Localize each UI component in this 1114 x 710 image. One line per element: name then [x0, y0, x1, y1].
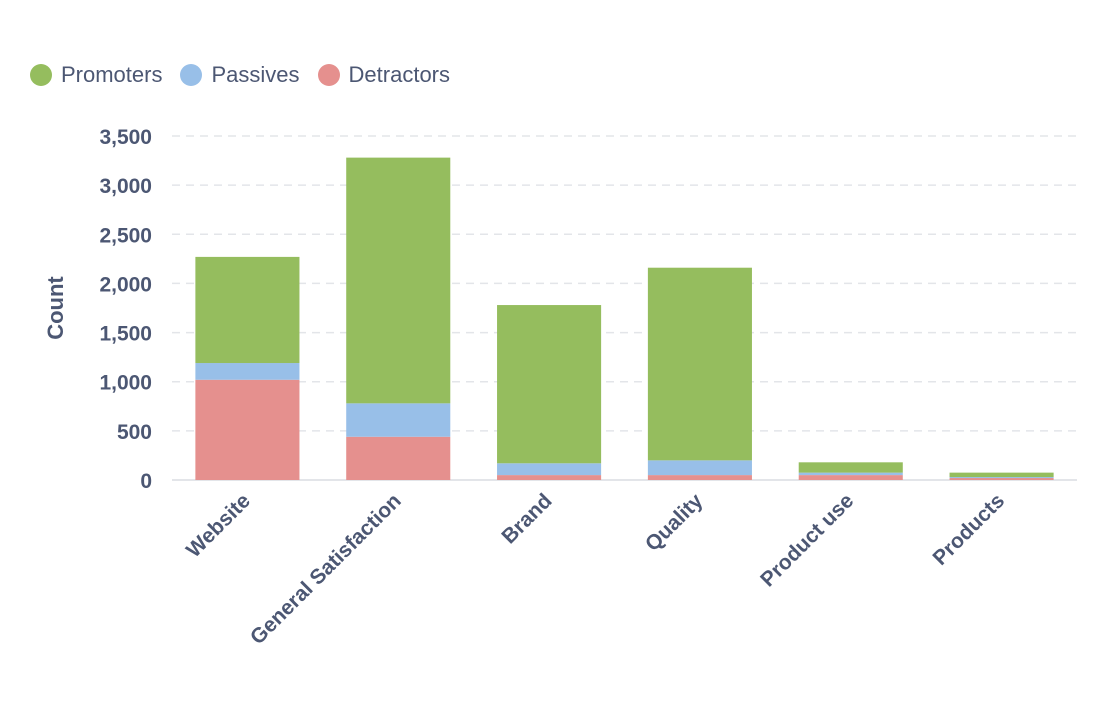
bars [195, 157, 1054, 480]
chart-legend: Promoters Passives Detractors [30, 62, 468, 88]
y-axis-ticks: 0 500 1,000 1,500 2,000 2,500 3,000 3,500 [99, 126, 152, 493]
bar-detractors-quality[interactable] [647, 475, 752, 480]
bar-promoters-quality[interactable] [647, 267, 752, 461]
bar-passives-product-use[interactable] [798, 472, 903, 476]
y-axis-title: Count [43, 276, 68, 340]
y-tick-label: 1,000 [99, 372, 152, 395]
y-tick-label: 3,000 [99, 175, 152, 198]
legend-label-passives: Passives [211, 62, 300, 87]
legend-swatch-detractors [317, 64, 340, 86]
legend-item-passives[interactable]: Passives [180, 62, 300, 88]
gridlines [172, 135, 1077, 481]
x-tick-label: Product use [756, 489, 858, 591]
legend-label-detractors: Detractors [348, 62, 451, 87]
legend-swatch-passives [180, 64, 203, 86]
bar-passives-general-satisfaction[interactable] [346, 403, 451, 437]
x-tick-label: Website [182, 489, 255, 562]
legend-item-promoters[interactable]: Promoters [30, 62, 162, 88]
bar-passives-website[interactable] [195, 363, 300, 380]
bar-promoters-website[interactable] [195, 256, 300, 364]
bar-promoters-brand[interactable] [497, 305, 602, 464]
legend-item-detractors[interactable]: Detractors [317, 62, 451, 88]
y-tick-label: 0 [140, 470, 152, 493]
y-tick-label: 3,500 [99, 126, 152, 149]
x-tick-label: Products [928, 489, 1009, 570]
y-tick-label: 2,500 [99, 224, 152, 247]
y-tick-label: 1,500 [99, 323, 152, 346]
bar-promoters-product-use[interactable] [798, 462, 903, 473]
legend-label-promoters: Promoters [61, 62, 163, 87]
bar-detractors-brand[interactable] [497, 475, 602, 480]
bar-detractors-products[interactable] [949, 478, 1054, 480]
x-tick-label: Brand [497, 489, 556, 548]
bar-promoters-products[interactable] [949, 472, 1054, 478]
x-tick-label: Quality [641, 489, 708, 556]
x-tick-label: General Satisfaction [246, 489, 406, 649]
bar-passives-products[interactable] [949, 477, 1054, 479]
bar-detractors-general-satisfaction[interactable] [346, 436, 451, 480]
bar-detractors-website[interactable] [195, 379, 300, 480]
bar-promoters-general-satisfaction[interactable] [346, 157, 451, 404]
bar-detractors-product-use[interactable] [798, 475, 903, 480]
legend-swatch-promoters [30, 64, 52, 86]
bar-passives-quality[interactable] [647, 460, 752, 476]
y-tick-label: 500 [117, 421, 152, 444]
bar-passives-brand[interactable] [497, 463, 602, 476]
y-tick-label: 2,000 [99, 273, 152, 296]
